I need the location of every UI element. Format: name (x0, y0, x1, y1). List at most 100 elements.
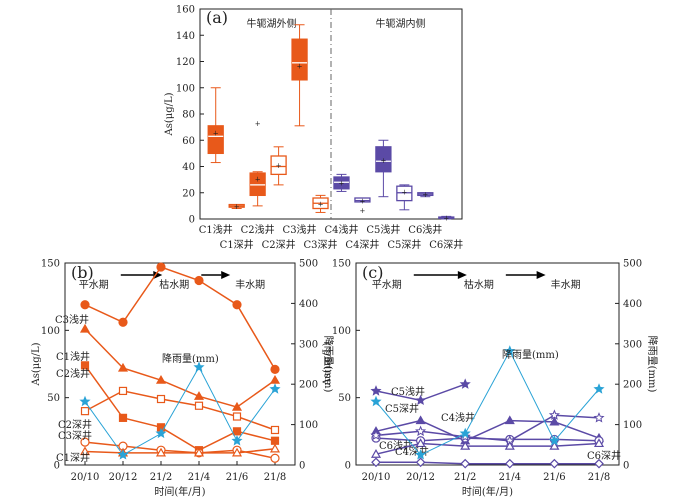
outlier-mark: + (255, 120, 261, 128)
y-tick-label: 150 (332, 259, 351, 270)
series-line (84, 441, 276, 460)
data-point (270, 425, 280, 435)
x-category-label: C4浅井 (324, 223, 358, 236)
series-label: C3深井 (58, 429, 92, 442)
series-label: C1深井 (56, 451, 90, 464)
y2-tick-label: 0 (623, 461, 629, 472)
x-tick-label: 21/4 (188, 472, 210, 483)
data-point (548, 409, 560, 420)
x-category-label: C4深井 (345, 238, 379, 251)
series-C5浅井 (370, 378, 471, 406)
data-point (80, 300, 90, 310)
data-point (79, 323, 91, 333)
data-point (370, 395, 382, 407)
series-C6深井 (371, 457, 604, 469)
period-label: 平水期 (372, 279, 402, 291)
data-point (118, 317, 128, 327)
y-tick-label: 20 (182, 188, 195, 199)
data-point (269, 443, 281, 453)
box-C5深井: + (396, 184, 413, 211)
arrowhead (457, 271, 467, 279)
arrowhead (221, 271, 231, 279)
data-point (231, 401, 243, 411)
data-point (370, 385, 382, 396)
data-point (118, 413, 128, 422)
y-tick-label: 0 (54, 461, 60, 472)
series-label: C6深井 (587, 449, 621, 462)
y-axis-label: As(μg/L) (31, 342, 42, 386)
x-category-label: C2浅井 (241, 223, 275, 236)
x-tick-label: 21/2 (454, 472, 476, 483)
data-point (118, 386, 128, 396)
box (249, 172, 266, 197)
series-C2浅井 (80, 361, 280, 455)
data-point (270, 436, 280, 445)
data-point (415, 415, 426, 425)
x-tick-label: 21/8 (588, 472, 610, 483)
mean-mark: + (401, 188, 407, 196)
data-point (594, 458, 604, 469)
plot-frame (355, 262, 620, 466)
mean-mark: + (234, 203, 240, 211)
data-point (504, 458, 515, 469)
mean-mark: + (443, 215, 449, 223)
panel-b: 0 50 100 150 0 100 200 300 400 500 20/10 20/12 21/2 2… (31, 259, 335, 499)
box (207, 125, 224, 155)
x-category-label: C1深井 (220, 238, 254, 251)
box (291, 38, 308, 81)
data-point (79, 395, 91, 407)
series-line (376, 461, 599, 465)
outlier-mark: + (360, 207, 366, 215)
period-label: 平水期 (79, 279, 109, 291)
data-point (155, 447, 167, 457)
y2-tick-label: 300 (623, 339, 642, 350)
y2-tick-label: 300 (299, 339, 318, 350)
data-point (459, 427, 471, 439)
data-point (155, 427, 167, 439)
y-tick-label: 0 (189, 215, 195, 226)
data-point (459, 378, 471, 389)
data-point (269, 383, 281, 394)
panel-label: (b) (71, 263, 94, 282)
series-降雨量(mm) (79, 361, 281, 460)
y-tick-label: 100 (332, 326, 351, 337)
data-point (415, 394, 427, 406)
region-label: 牛轭湖外侧 (247, 17, 297, 30)
x-category-label: C5深井 (387, 238, 421, 251)
box-C5浅井: + (375, 139, 392, 198)
data-point (370, 449, 382, 458)
box-C4浅井: + (333, 173, 350, 192)
mean-mark: + (297, 62, 303, 70)
x-tick-label: 20/12 (406, 472, 435, 483)
series-label: C2深井 (58, 418, 92, 431)
data-point (194, 401, 204, 410)
box-C4深井: ++ (354, 197, 371, 215)
series-C1深井 (79, 443, 281, 457)
data-point (269, 374, 281, 384)
series-label: C2浅井 (56, 367, 90, 380)
x-tick-label: 21/4 (499, 472, 521, 483)
box (270, 155, 287, 176)
data-point (156, 262, 166, 272)
mean-mark: + (360, 198, 366, 206)
data-point (156, 394, 166, 404)
y2-tick-label: 100 (623, 420, 642, 431)
y2-tick-label: 500 (299, 259, 318, 270)
mean-mark: + (380, 157, 386, 165)
region-label: 牛轭湖内侧 (376, 17, 426, 30)
x-category-label: C5浅井 (366, 223, 400, 236)
data-point (232, 412, 242, 421)
data-point (80, 437, 90, 447)
series-label: 降雨量(mm) (502, 348, 559, 361)
series-label: 降雨量(mm) (162, 352, 219, 365)
x-tick-label: 20/10 (362, 472, 391, 483)
x-category-label: C6深井 (429, 238, 463, 251)
mean-mark: + (276, 162, 282, 170)
data-point (370, 429, 382, 441)
mean-mark: + (318, 200, 324, 208)
box-C1深井: + (228, 203, 245, 211)
y-tick-label: 80 (182, 110, 195, 121)
mean-mark: + (255, 175, 261, 183)
data-point (79, 446, 91, 456)
box-C6浅井: + (417, 191, 434, 199)
